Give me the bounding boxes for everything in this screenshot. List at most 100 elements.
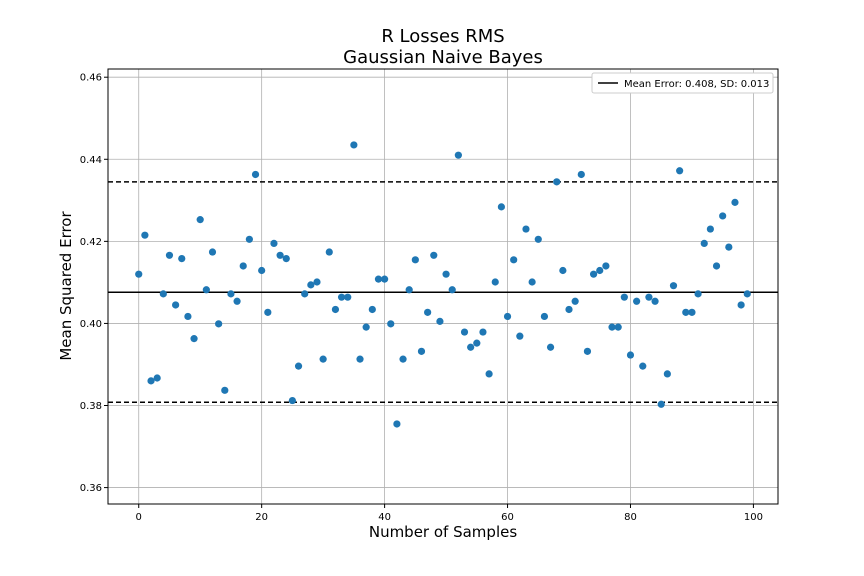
data-point [479, 328, 487, 336]
data-point [153, 374, 161, 382]
data-point [282, 254, 290, 263]
data-point [362, 323, 370, 331]
data-point [319, 355, 327, 363]
data-point [165, 251, 174, 259]
data-point [448, 286, 456, 294]
data-point [546, 343, 555, 351]
y-axis-ticks: 0.36 0.38 0.40 0.42 0.44 0.46 [80, 73, 108, 494]
data-point [725, 243, 733, 251]
data-point [331, 305, 340, 314]
data-point [719, 212, 727, 220]
y-tick-label: 0.40 [80, 319, 102, 330]
data-point [288, 396, 297, 405]
data-point [436, 317, 444, 325]
data-point [663, 370, 671, 378]
data-point [583, 347, 592, 355]
data-point [565, 305, 573, 314]
data-point [172, 301, 180, 309]
data-point [639, 362, 647, 370]
x-tick-label: 100 [744, 512, 763, 523]
data-point [141, 231, 149, 239]
data-point [528, 278, 536, 286]
data-point [712, 262, 721, 270]
data-point [657, 400, 665, 408]
data-point [608, 323, 616, 331]
reference-lines [108, 181, 778, 403]
data-point [460, 328, 469, 336]
data-point [430, 251, 438, 259]
data-point [356, 355, 364, 363]
data-point [405, 286, 413, 294]
data-point [694, 290, 702, 298]
data-point [688, 308, 696, 316]
data-point [491, 278, 499, 286]
x-tick-label: 80 [624, 512, 637, 523]
plot-frame [107, 68, 779, 505]
data-point [258, 266, 266, 275]
data-point [147, 377, 155, 385]
y-tick-label: 0.36 [80, 483, 102, 494]
data-point [313, 278, 321, 286]
data-points [135, 141, 751, 428]
data-point [251, 170, 260, 179]
data-point [651, 297, 659, 305]
data-point [301, 290, 309, 298]
data-point [682, 308, 690, 316]
data-point [393, 420, 401, 428]
data-point [485, 370, 493, 378]
data-point [215, 320, 223, 328]
data-point [571, 297, 579, 305]
chart-title-line-1: R Losses RMS [381, 26, 504, 47]
data-point [737, 301, 745, 309]
data-point [417, 347, 426, 355]
x-tick-label: 0 [136, 512, 142, 523]
data-point [620, 293, 628, 301]
x-axis-label: Number of Samples [369, 523, 517, 541]
data-point [522, 225, 530, 233]
data-point [626, 351, 635, 359]
x-tick-label: 20 [255, 512, 268, 523]
data-point [307, 281, 315, 289]
data-point [135, 270, 143, 278]
data-point [202, 286, 210, 294]
data-point [294, 362, 303, 370]
data-point [196, 216, 204, 224]
data-point [553, 178, 561, 186]
data-point [411, 256, 419, 264]
data-point [516, 332, 524, 340]
data-point [669, 282, 678, 290]
y-tick-label: 0.44 [80, 155, 102, 166]
legend: Mean Error: 0.408, SD: 0.013 [591, 72, 774, 94]
data-point [270, 239, 278, 248]
data-point [559, 266, 567, 275]
data-point [368, 305, 376, 314]
data-point [337, 293, 346, 301]
data-point [387, 320, 395, 328]
data-point [676, 167, 684, 175]
data-point [700, 239, 708, 248]
data-point [374, 275, 383, 283]
legend-box [591, 72, 774, 94]
data-point [276, 251, 284, 259]
data-point [454, 151, 462, 159]
data-point [706, 225, 714, 233]
legend-label: Mean Error: 0.408, SD: 0.013 [624, 79, 769, 90]
data-point [208, 248, 217, 256]
y-tick-label: 0.46 [80, 73, 102, 84]
data-point [159, 290, 167, 298]
data-point [577, 170, 585, 179]
data-point [596, 266, 604, 275]
data-point [381, 275, 389, 283]
data-point [731, 198, 739, 206]
chart-title-line-2: Gaussian Naive Bayes [343, 47, 543, 68]
data-point [184, 312, 192, 321]
x-tick-label: 40 [378, 512, 391, 523]
data-point [227, 290, 235, 298]
data-point [534, 235, 542, 243]
data-point [442, 270, 450, 278]
data-point [325, 248, 333, 256]
data-point [233, 297, 241, 305]
x-axis-ticks: 0 20 40 60 80 100 [136, 504, 763, 523]
data-point [399, 355, 407, 363]
data-point [589, 270, 598, 278]
